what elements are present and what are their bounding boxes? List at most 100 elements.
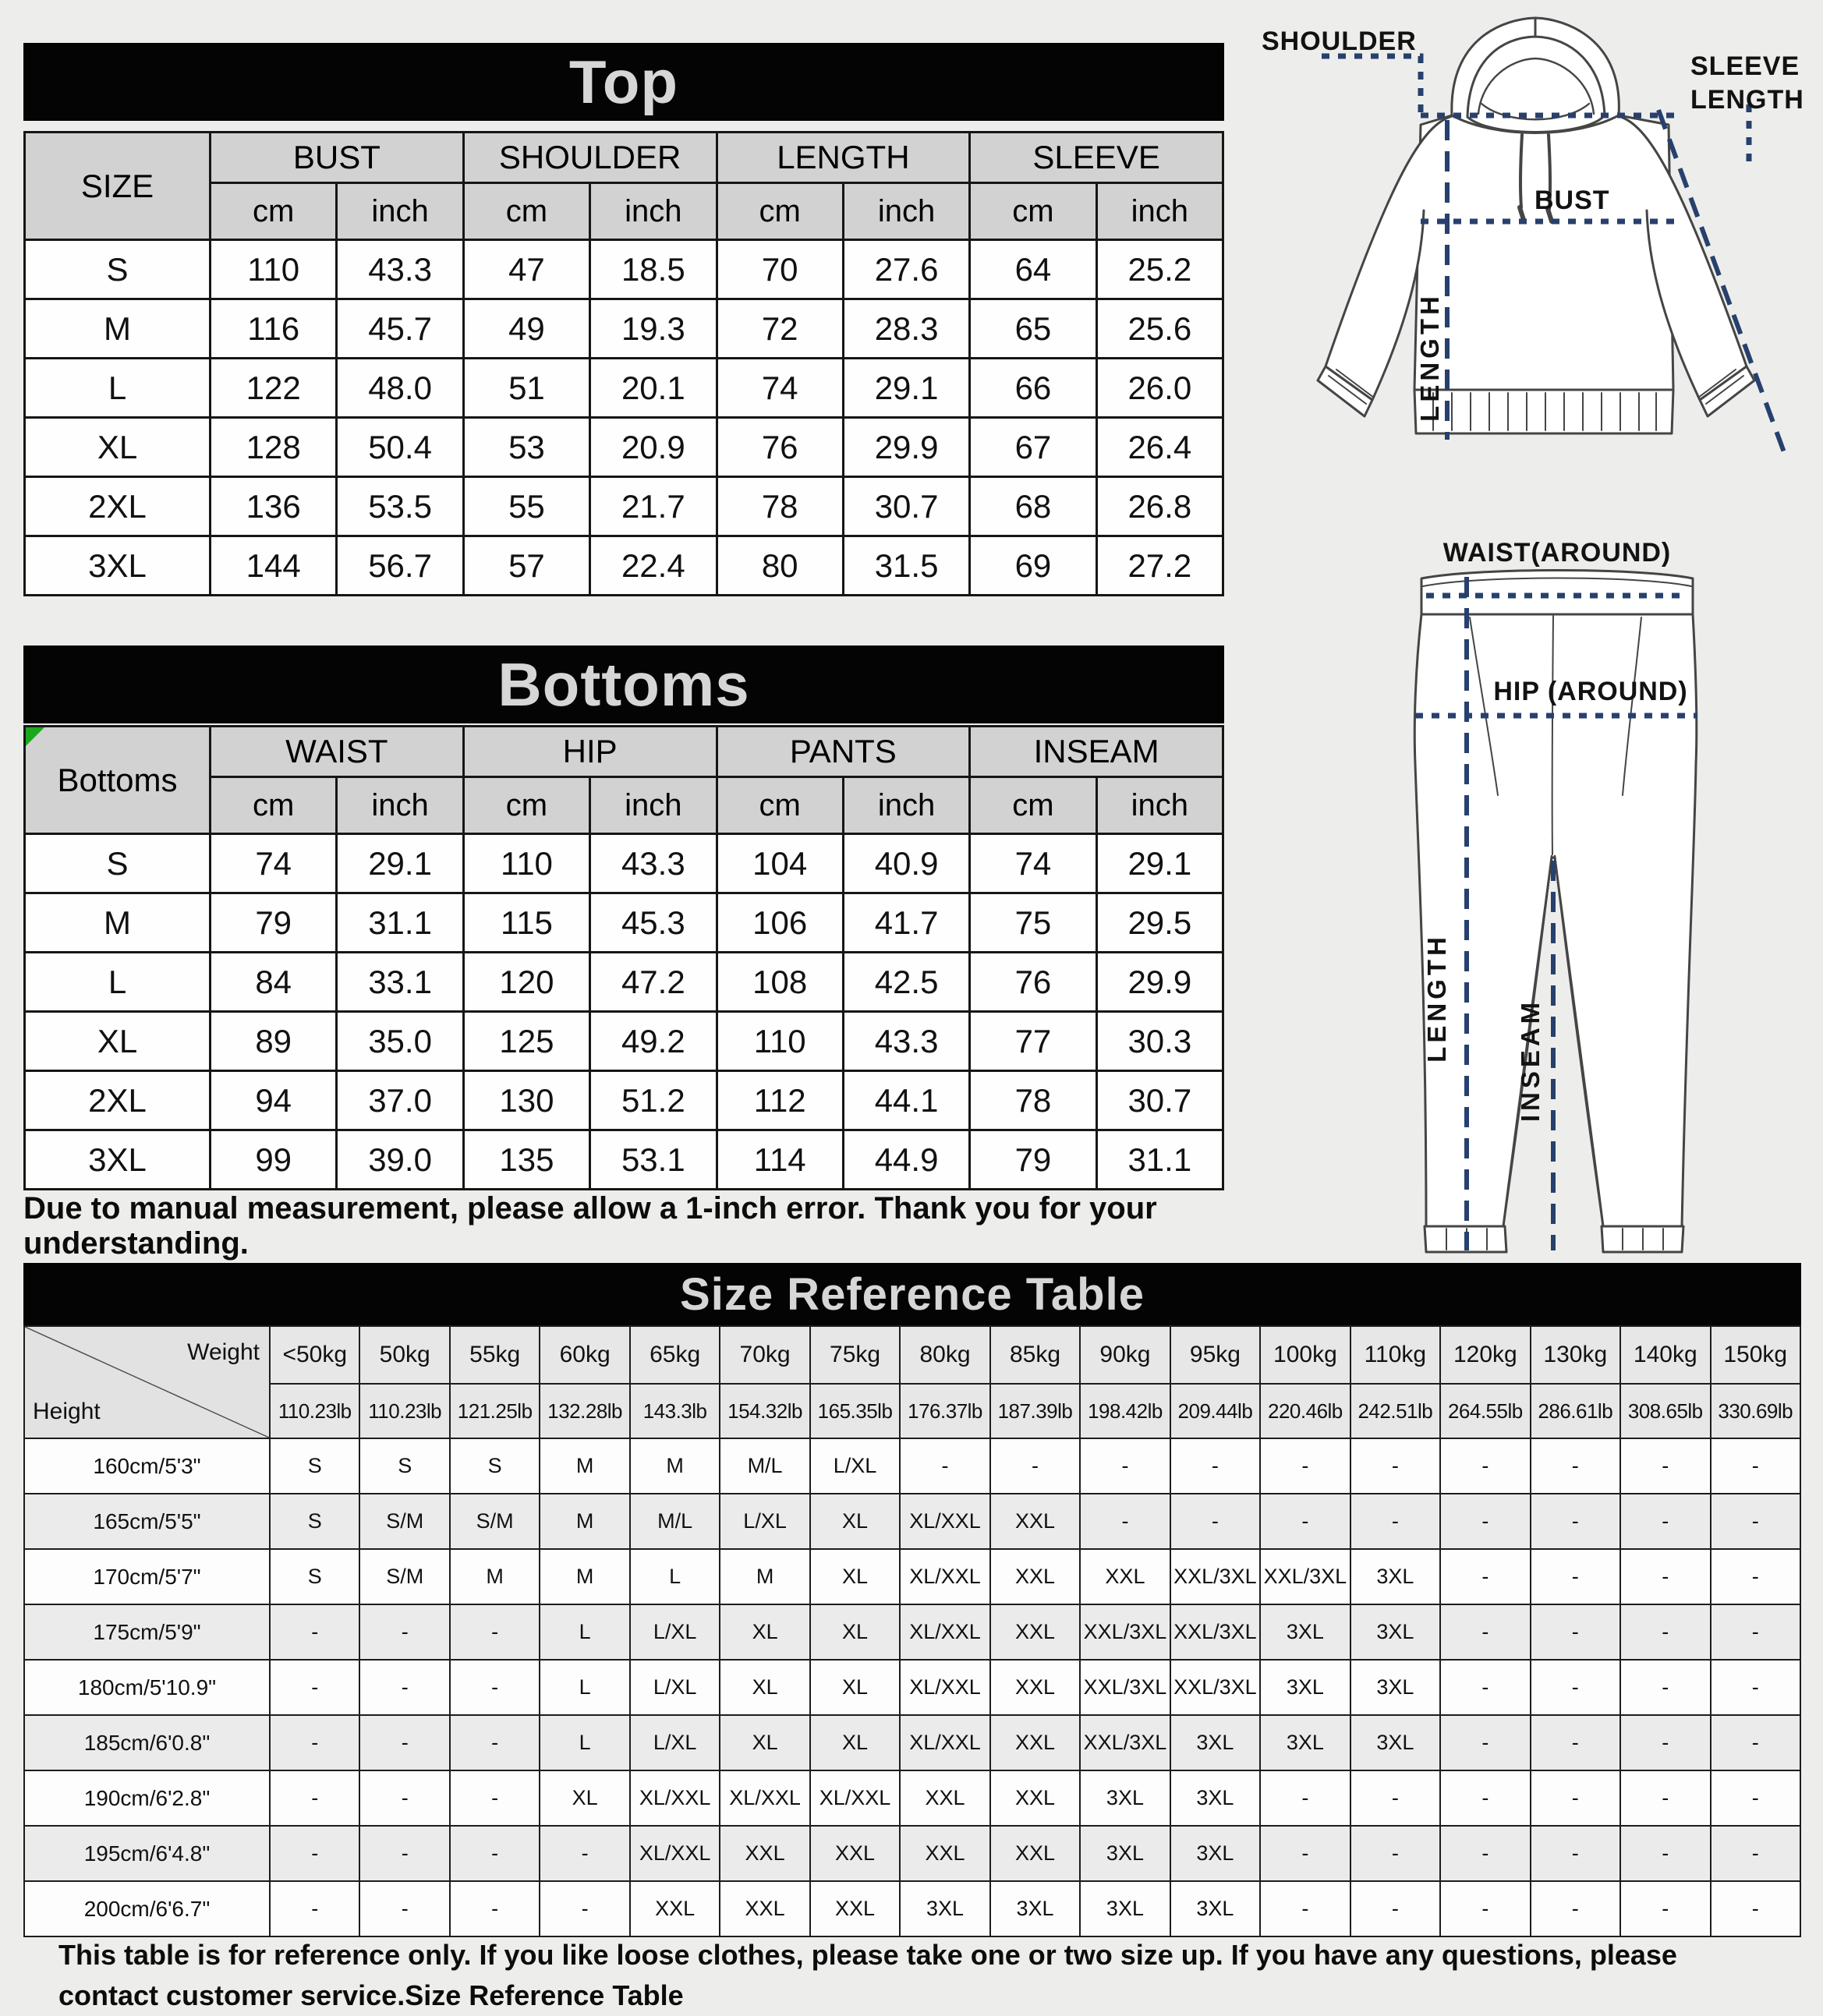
- value-cell: L/XL: [628, 1714, 721, 1771]
- value-cell: -: [1259, 1880, 1351, 1937]
- value-cell: 49.2: [589, 1010, 718, 1072]
- top-table-group-header-row: SIZE BUST SHOULDER LENGTH SLEEVE: [23, 131, 1224, 241]
- value-cell: 3XL: [1169, 1770, 1262, 1827]
- value-cell: 128: [208, 416, 338, 478]
- hoodie-drawing: [1316, 16, 1786, 454]
- unit-cm-header: cm: [715, 776, 844, 835]
- value-cell: 53: [462, 416, 592, 478]
- value-cell: 35.0: [335, 1010, 465, 1072]
- value-cell: 77: [968, 1010, 1098, 1072]
- value-cell: -: [1619, 1659, 1711, 1716]
- value-cell: XXL: [989, 1548, 1081, 1605]
- value-cell: 47: [462, 239, 592, 300]
- value-cell: XXL: [899, 1770, 991, 1827]
- waist-group-header: WAIST: [209, 725, 465, 778]
- value-cell: -: [359, 1770, 451, 1827]
- size-reference-table: Weight Height <50kg 50kg 55kg 60kg 65kg 70kg 7…: [23, 1325, 1801, 1937]
- value-cell: 29.1: [1095, 833, 1225, 894]
- unit-cm-header: cm: [208, 182, 338, 241]
- weight-header-cell: 132.28lb: [539, 1383, 631, 1439]
- table-row: XL 128 50.4 53 20.9 76 29.9 67 26.4: [23, 416, 1225, 478]
- sleeve-group-header: SLEEVE: [968, 131, 1224, 184]
- value-cell: 84: [208, 951, 338, 1013]
- unit-inch-header: inch: [841, 182, 972, 241]
- value-cell: 76: [968, 951, 1098, 1013]
- value-cell: -: [1529, 1825, 1622, 1882]
- value-cell: 74: [208, 833, 338, 894]
- value-cell: -: [1529, 1548, 1622, 1605]
- value-cell: -: [268, 1880, 361, 1937]
- value-cell: XXL: [989, 1604, 1081, 1661]
- value-cell: 25.6: [1095, 298, 1225, 359]
- value-cell: 69: [968, 535, 1098, 596]
- row-label-cell: 2XL: [23, 476, 211, 537]
- value-cell: 42.5: [841, 951, 972, 1013]
- value-cell: 30.3: [1095, 1010, 1225, 1072]
- table-row: 3XL 99 39.0 135 53.1 114 44.9 79 31.1: [23, 1129, 1225, 1190]
- hoodie-diagram: SHOULDER SLEEVE LENGTH BUST LENGTH: [1248, 6, 1823, 505]
- value-cell: XXL: [719, 1880, 811, 1937]
- row-label-cell: 170cm/5'7": [23, 1548, 271, 1605]
- row-label-cell: 3XL: [23, 1129, 211, 1190]
- weight-header-cell: 120kg: [1439, 1325, 1531, 1385]
- value-cell: XXL: [989, 1714, 1081, 1771]
- weight-header-cell: 60kg: [539, 1325, 631, 1385]
- value-cell: 29.5: [1095, 892, 1225, 953]
- value-cell: -: [1709, 1714, 1801, 1771]
- pants-inseam-label: INSEAM: [1516, 998, 1545, 1123]
- value-cell: 74: [968, 833, 1098, 894]
- value-cell: XXL: [989, 1493, 1081, 1550]
- value-cell: 30.7: [1095, 1070, 1225, 1131]
- value-cell: XL/XXL: [628, 1770, 721, 1827]
- value-cell: 29.1: [335, 833, 465, 894]
- value-cell: S: [448, 1438, 541, 1494]
- value-cell: 30.7: [841, 476, 972, 537]
- weight-header-cell: 198.42lb: [1079, 1383, 1171, 1439]
- value-cell: XL/XXL: [899, 1714, 991, 1771]
- value-cell: -: [1439, 1880, 1531, 1937]
- value-cell: -: [1619, 1493, 1711, 1550]
- table-row: 2XL 136 53.5 55 21.7 78 30.7 68 26.8: [23, 476, 1225, 537]
- value-cell: -: [1259, 1770, 1351, 1827]
- weight-header-cell: 209.44lb: [1169, 1383, 1262, 1439]
- bottoms-table-unit-header-row: cm inch cm inch cm inch cm inch: [25, 776, 1225, 835]
- value-cell: S: [359, 1438, 451, 1494]
- value-cell: -: [1259, 1493, 1351, 1550]
- value-cell: 99: [208, 1129, 338, 1190]
- hip-group-header: HIP: [462, 725, 718, 778]
- value-cell: -: [268, 1604, 361, 1661]
- hoodie-length-label: LENGTH: [1415, 292, 1444, 422]
- value-cell: 53.5: [335, 476, 465, 537]
- weight-header-cell: 80kg: [899, 1325, 991, 1385]
- value-cell: XXL/3XL: [1169, 1659, 1262, 1716]
- value-cell: -: [1079, 1438, 1171, 1494]
- value-cell: 39.0: [335, 1129, 465, 1190]
- weight-header-cell: 55kg: [448, 1325, 541, 1385]
- row-label-cell: M: [23, 298, 211, 359]
- length-group-header: LENGTH: [715, 131, 972, 184]
- bottoms-table-title: Bottoms: [497, 649, 750, 719]
- value-cell: 106: [715, 892, 844, 953]
- weight-header-cell: 143.3lb: [628, 1383, 721, 1439]
- value-cell: -: [1529, 1714, 1622, 1771]
- value-cell: XXL: [628, 1880, 721, 1937]
- row-label-cell: 165cm/5'5": [23, 1493, 271, 1550]
- value-cell: XL: [539, 1770, 631, 1827]
- value-cell: 110: [715, 1010, 844, 1072]
- value-cell: XXL/3XL: [1169, 1604, 1262, 1661]
- value-cell: L/XL: [628, 1659, 721, 1716]
- weight-header-cell: 308.65lb: [1619, 1383, 1711, 1439]
- value-cell: 43.3: [335, 239, 465, 300]
- value-cell: XL: [809, 1714, 901, 1771]
- value-cell: 31.1: [335, 892, 465, 953]
- value-cell: 135: [462, 1129, 592, 1190]
- unit-cm-header: cm: [968, 776, 1098, 835]
- value-cell: 26.8: [1095, 476, 1225, 537]
- weight-header-cell: 264.55lb: [1439, 1383, 1531, 1439]
- inseam-group-header: INSEAM: [968, 725, 1224, 778]
- value-cell: 3XL: [1259, 1659, 1351, 1716]
- table-row: 2XL 94 37.0 130 51.2 112 44.1 78 30.7: [23, 1070, 1225, 1131]
- unit-cm-header: cm: [715, 182, 844, 241]
- value-cell: 27.6: [841, 239, 972, 300]
- value-cell: 130: [462, 1070, 592, 1131]
